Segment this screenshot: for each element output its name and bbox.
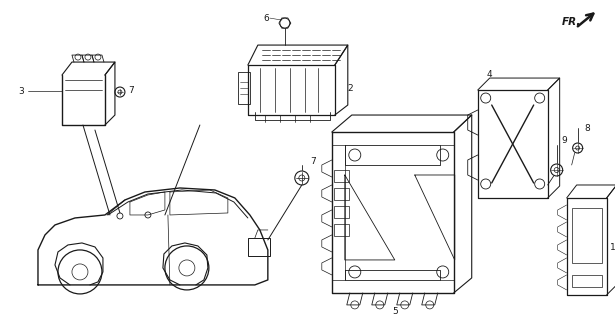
Text: 7: 7	[128, 85, 133, 94]
Text: 2: 2	[348, 84, 354, 92]
Text: 1: 1	[609, 244, 615, 252]
Bar	[572, 275, 601, 287]
Bar	[334, 188, 349, 200]
Bar	[334, 206, 349, 218]
Text: 4: 4	[487, 69, 493, 78]
Bar	[572, 208, 601, 263]
Text: 9: 9	[561, 135, 568, 145]
Text: 7: 7	[310, 157, 315, 166]
Bar	[334, 224, 349, 236]
Text: 5: 5	[392, 308, 398, 316]
Bar	[248, 238, 270, 256]
Text: 8: 8	[585, 124, 590, 132]
Text: 3: 3	[18, 86, 24, 96]
Bar	[334, 170, 349, 182]
Text: 6: 6	[264, 13, 269, 23]
Bar	[238, 72, 250, 104]
Text: FR.: FR.	[561, 17, 581, 27]
